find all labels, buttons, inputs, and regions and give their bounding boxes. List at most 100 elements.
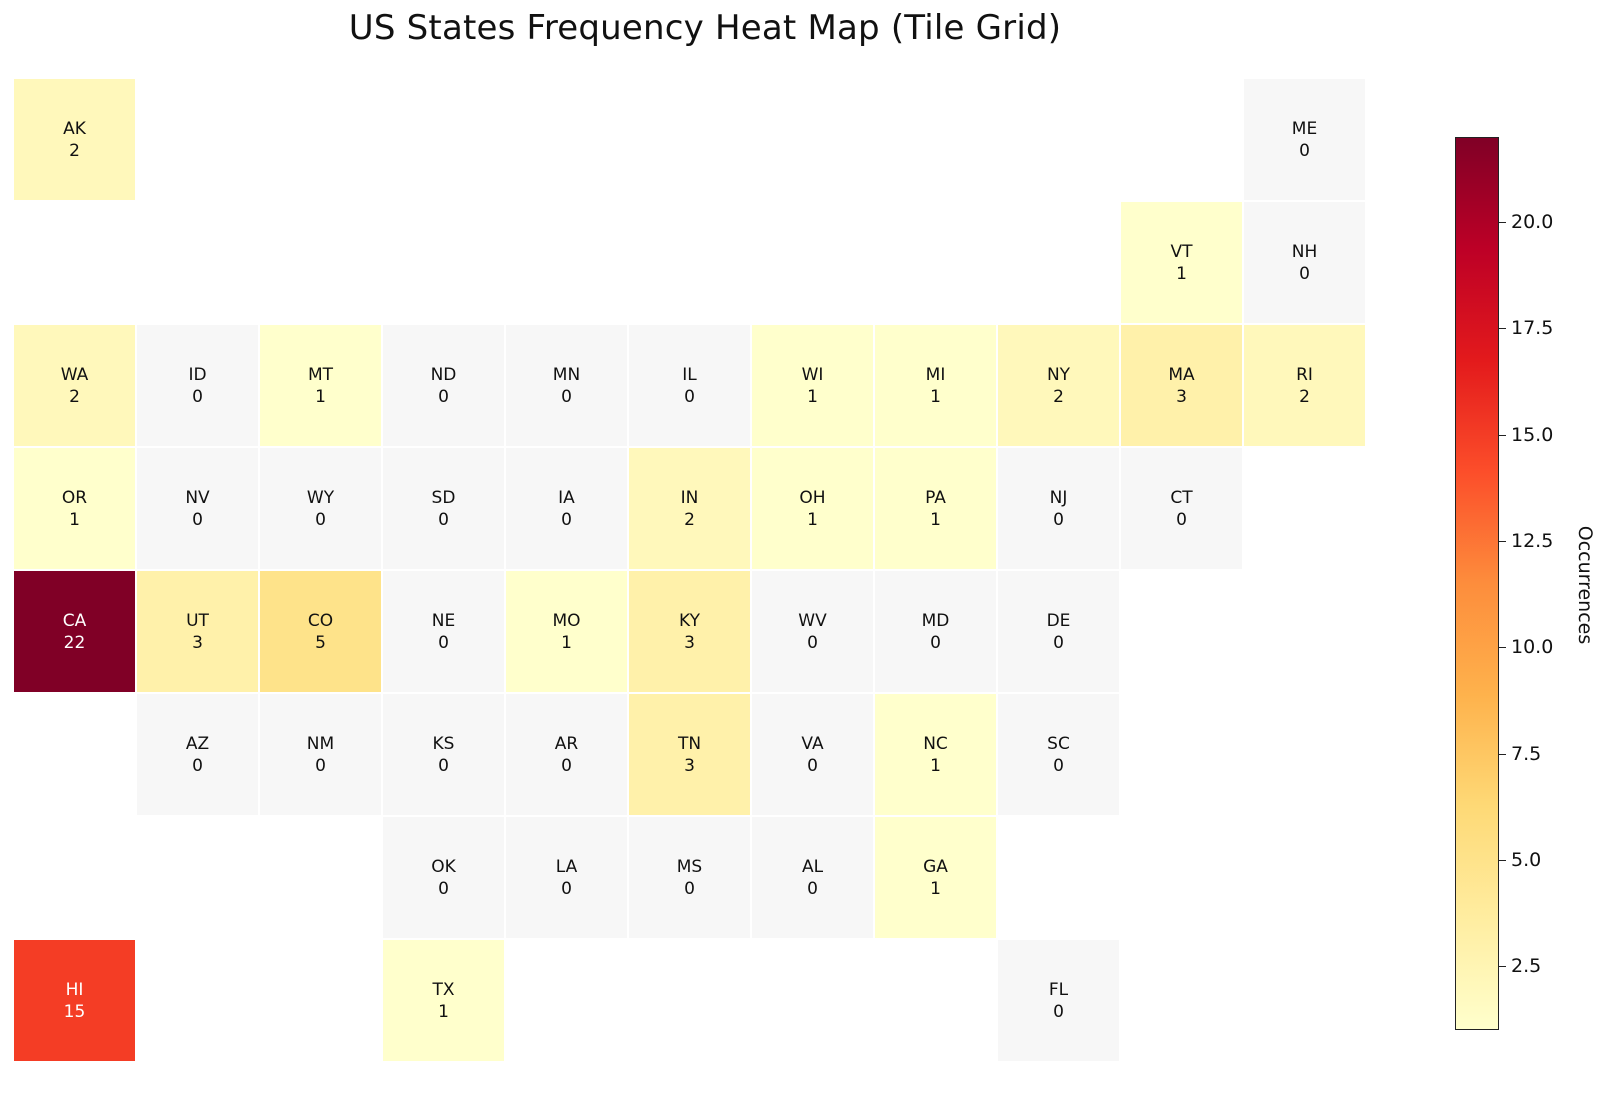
state-tile-wy: WY 0 [260, 448, 381, 569]
state-tile-ct: CT 0 [1121, 448, 1242, 569]
state-tile-va: VA 0 [752, 694, 873, 815]
state-label: KY [679, 610, 700, 631]
colorbar-tick-mark [1499, 753, 1506, 755]
state-tile-wa: WA 2 [14, 325, 135, 446]
state-tile-ne: NE 0 [383, 571, 504, 692]
state-tile-il: IL 0 [629, 325, 750, 446]
state-label: WA [60, 364, 89, 385]
state-value: 0 [807, 755, 818, 776]
state-tile-ms: MS 0 [629, 817, 750, 938]
colorbar-tick-label: 10.0 [1511, 636, 1554, 659]
state-value: 0 [561, 878, 572, 899]
colorbar-tick-mark [1499, 434, 1506, 436]
state-label: WI [801, 364, 824, 385]
state-label: OK [431, 856, 456, 877]
state-tile-hi: HI 15 [14, 940, 135, 1061]
colorbar-tick-label: 12.5 [1511, 529, 1554, 552]
state-value: 0 [1053, 755, 1064, 776]
state-value: 2 [1299, 386, 1310, 407]
state-label: TX [432, 979, 455, 1000]
state-value: 3 [192, 632, 203, 653]
state-label: VT [1170, 241, 1193, 262]
colorbar-tick-label: 15.0 [1511, 423, 1554, 446]
state-value: 0 [1299, 140, 1310, 161]
state-label: CO [307, 610, 334, 631]
state-label: RI [1296, 364, 1313, 385]
state-tile-fl: FL 0 [998, 940, 1119, 1061]
state-tile-tx: TX 1 [383, 940, 504, 1061]
state-tile-ri: RI 2 [1244, 325, 1365, 446]
colorbar-ticks: 2.5 5.0 7.5 10.0 12.5 15.0 17.5 20.0 [1499, 137, 1579, 1030]
state-label: NV [185, 487, 210, 508]
state-label: MT [307, 364, 334, 385]
colorbar-tick-mark [1499, 859, 1506, 861]
state-tile-vt: VT 1 [1121, 202, 1242, 323]
state-tile-in: IN 2 [629, 448, 750, 569]
state-tile-sd: SD 0 [383, 448, 504, 569]
state-tile-or: OR 1 [14, 448, 135, 569]
state-label: IL [682, 364, 697, 385]
state-label: NH [1291, 241, 1318, 262]
state-value: 0 [561, 509, 572, 530]
state-tile-nh: NH 0 [1244, 202, 1365, 323]
state-tile-me: ME 0 [1244, 79, 1365, 200]
state-label: NC [923, 733, 948, 754]
state-value: 0 [438, 509, 449, 530]
colorbar-tick-mark [1499, 647, 1506, 649]
state-label: ND [430, 364, 457, 385]
colorbar-tick-label: 5.0 [1511, 848, 1542, 871]
state-value: 0 [561, 755, 572, 776]
state-tile-nj: NJ 0 [998, 448, 1119, 569]
state-label: SD [431, 487, 456, 508]
state-tile-pa: PA 1 [875, 448, 996, 569]
state-value: 0 [1299, 263, 1310, 284]
state-tile-la: LA 0 [506, 817, 627, 938]
state-value: 1 [561, 632, 572, 653]
state-label: IN [680, 487, 699, 508]
state-value: 1 [1176, 263, 1187, 284]
state-tile-sc: SC 0 [998, 694, 1119, 815]
state-value: 2 [684, 509, 695, 530]
state-value: 0 [807, 878, 818, 899]
state-tile-ks: KS 0 [383, 694, 504, 815]
state-value: 2 [69, 140, 80, 161]
state-tile-nv: NV 0 [137, 448, 258, 569]
state-label: KS [432, 733, 455, 754]
state-tile-ga: GA 1 [875, 817, 996, 938]
state-tile-ok: OK 0 [383, 817, 504, 938]
state-tile-al: AL 0 [752, 817, 873, 938]
state-value: 0 [192, 509, 203, 530]
state-label: MO [552, 610, 581, 631]
state-value: 0 [561, 386, 572, 407]
state-tile-ak: AK 2 [14, 79, 135, 200]
state-label: NE [431, 610, 456, 631]
state-label: OR [61, 487, 88, 508]
state-tile-ny: NY 2 [998, 325, 1119, 446]
state-tile-co: CO 5 [260, 571, 381, 692]
state-label: NM [306, 733, 335, 754]
state-label: HI [65, 979, 84, 1000]
state-value: 0 [684, 878, 695, 899]
state-label: UT [186, 610, 209, 631]
state-label: MI [925, 364, 946, 385]
state-label: WY [306, 487, 335, 508]
state-tile-ky: KY 3 [629, 571, 750, 692]
state-label: VA [801, 733, 824, 754]
state-value: 0 [315, 509, 326, 530]
state-value: 0 [192, 755, 203, 776]
state-tile-ia: IA 0 [506, 448, 627, 569]
state-tile-nd: ND 0 [383, 325, 504, 446]
state-tile-oh: OH 1 [752, 448, 873, 569]
state-value: 1 [930, 755, 941, 776]
state-tile-nm: NM 0 [260, 694, 381, 815]
chart-title: US States Frequency Heat Map (Tile Grid) [348, 8, 1062, 48]
state-tile-ut: UT 3 [137, 571, 258, 692]
state-tile-wv: WV 0 [752, 571, 873, 692]
state-tile-mt: MT 1 [260, 325, 381, 446]
state-label: WV [798, 610, 827, 631]
state-label: ID [188, 364, 207, 385]
state-label: GA [923, 856, 948, 877]
state-tile-id: ID 0 [137, 325, 258, 446]
state-label: FL [1048, 979, 1069, 1000]
state-value: 0 [192, 386, 203, 407]
